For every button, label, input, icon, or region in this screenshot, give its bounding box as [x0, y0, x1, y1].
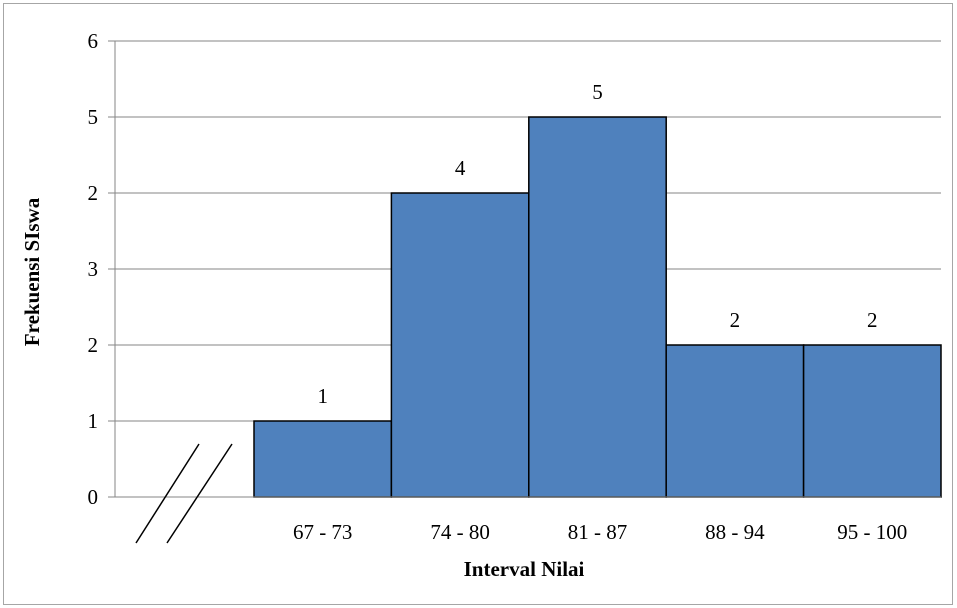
- data-label: 1: [317, 384, 328, 408]
- axis-break-mark: [166, 443, 233, 544]
- bar: [802, 344, 942, 498]
- x-tick-label: 74 - 80: [430, 520, 490, 544]
- bar: [253, 420, 393, 498]
- y-tick-label: 6: [88, 29, 99, 53]
- labels: 0 1 2 3 2 5 6 1 67 - 73 4 74 - 80 5 81 - 87 2 88 - 94 2…: [88, 29, 908, 544]
- data-label: 5: [592, 80, 603, 104]
- y-tick-label: 2: [88, 181, 99, 205]
- axis-break-mark: [135, 443, 200, 544]
- y-tick-label: 0: [88, 485, 99, 509]
- bar: [665, 344, 805, 498]
- y-tick-label: 5: [88, 105, 99, 129]
- y-tick-label: 2: [88, 333, 99, 357]
- data-label: 4: [455, 156, 466, 180]
- x-tick-label: 67 - 73: [293, 520, 353, 544]
- x-tick-label: 88 - 94: [705, 520, 765, 544]
- x-tick-label: 95 - 100: [837, 520, 907, 544]
- bar: [528, 116, 667, 498]
- y-axis-title: Frekuensi SIswa: [20, 197, 44, 346]
- y-tick-label: 3: [88, 257, 99, 281]
- data-label: 2: [730, 308, 741, 332]
- axes: [108, 40, 941, 544]
- x-axis-title: Interval Nilai: [464, 557, 585, 581]
- x-tick-label: 81 - 87: [568, 520, 628, 544]
- bars: [253, 116, 942, 498]
- y-tick-label: 1: [88, 409, 99, 433]
- bar: [390, 192, 530, 498]
- data-label: 2: [867, 308, 878, 332]
